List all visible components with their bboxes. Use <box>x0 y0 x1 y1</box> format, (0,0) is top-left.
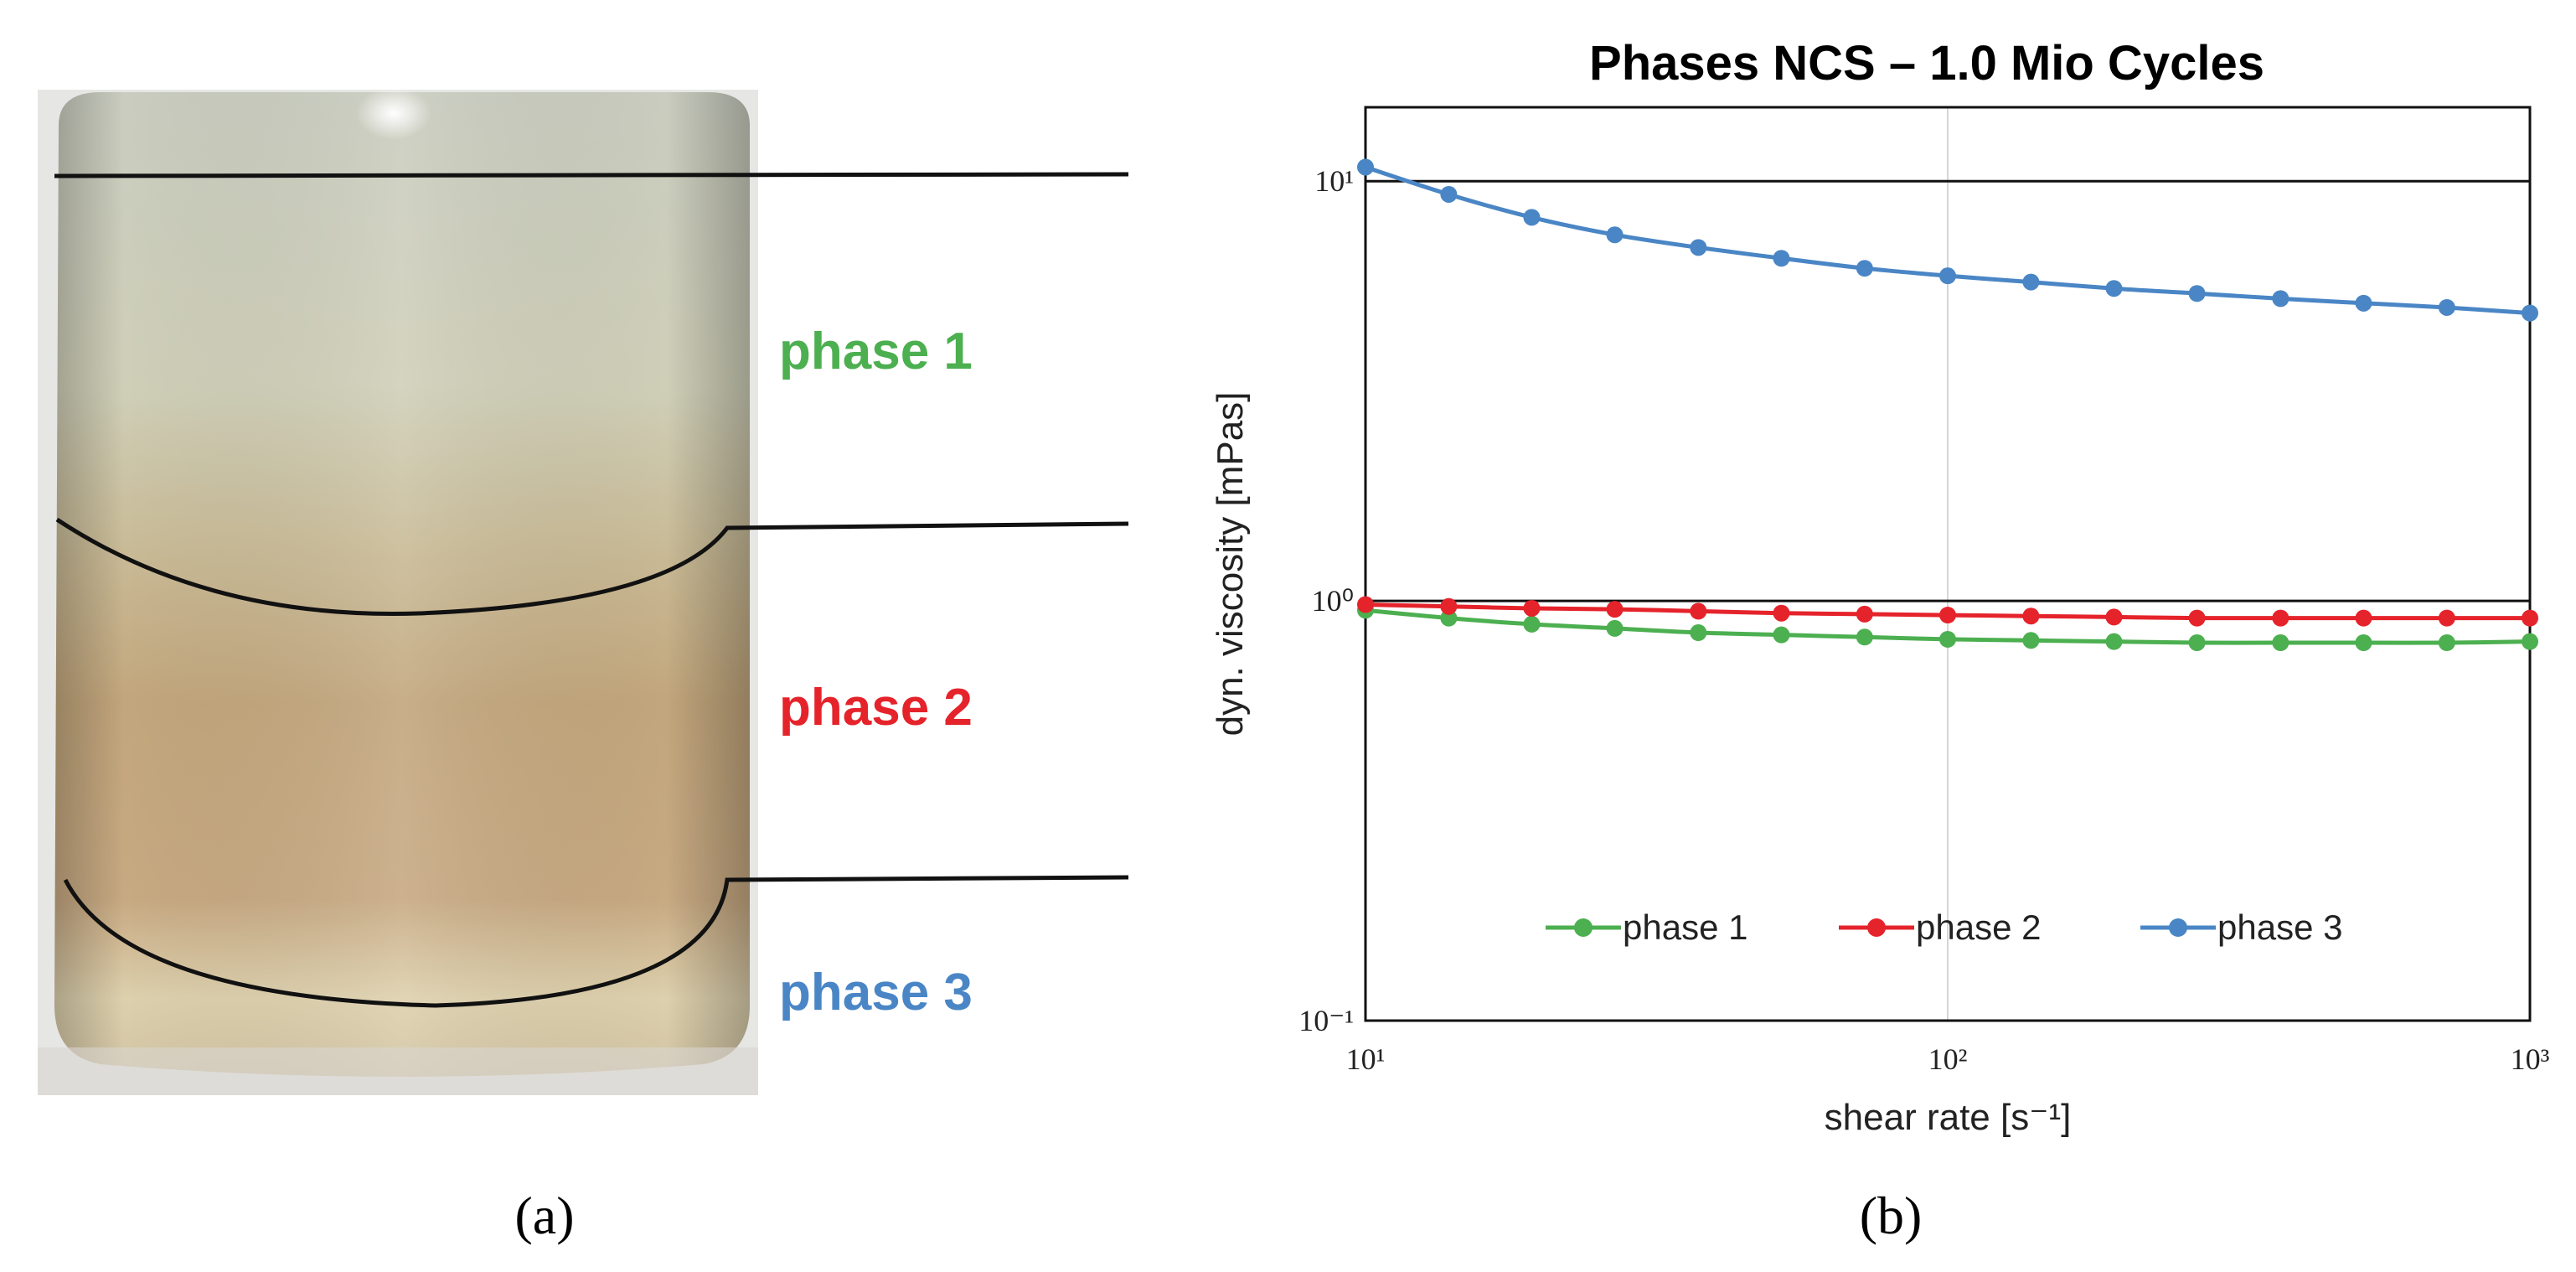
data-point-phase-2 <box>1523 599 1541 617</box>
data-point-phase-1 <box>1690 624 1707 642</box>
panel-b-caption: (b) <box>1860 1186 1923 1245</box>
phase-2-label: phase 2 <box>779 679 973 737</box>
data-point-phase-2 <box>1939 607 1956 624</box>
series-line-phase-3 <box>1365 165 2531 316</box>
data-point-phase-3 <box>1773 250 1790 267</box>
data-point-phase-3 <box>2272 290 2289 308</box>
data-point-phase-2 <box>2022 608 2040 625</box>
phase1-top-boundary <box>54 172 1129 178</box>
legend-item-phase-2: phase 2 <box>1839 907 2041 947</box>
data-point-phase-1 <box>2438 634 2455 652</box>
data-point-phase-3 <box>2522 304 2538 322</box>
data-point-phase-3 <box>1939 267 1956 285</box>
x-tick-label: 10³ <box>2511 1042 2550 1076</box>
plot-border <box>1364 106 2532 1022</box>
legend-label-phase-2: phase 2 <box>1916 907 2041 947</box>
y-tick-label: 10¹ <box>1314 164 1354 198</box>
panel-a-caption: (a) <box>514 1186 574 1245</box>
data-point-phase-1 <box>1440 609 1458 627</box>
data-point-phase-2 <box>1690 602 1707 620</box>
y-tick-label: 10⁻¹ <box>1298 1004 1354 1037</box>
grid-layer <box>1365 107 2530 1021</box>
data-point-phase-1 <box>2522 633 2538 650</box>
data-point-phase-2 <box>2438 609 2455 627</box>
data-point-phase-2 <box>1773 604 1790 622</box>
data-point-phase-1 <box>2022 632 2040 649</box>
data-point-phase-3 <box>1523 209 1541 226</box>
x-axis-title: shear rate [s⁻¹] <box>1825 1097 2072 1138</box>
legend: phase 1 phase 2 phase 3 <box>1546 907 2342 947</box>
y-axis-title: dyn. viscosity [mPas] <box>1210 392 1251 737</box>
phase2-phase3-boundary <box>63 875 1129 1008</box>
data-point-phase-1 <box>2105 633 2123 650</box>
data-point-phase-1 <box>2355 634 2372 652</box>
data-point-phase-2 <box>1856 605 1873 623</box>
legend-swatch-dot-phase-2 <box>1867 918 1886 937</box>
data-point-phase-3 <box>1606 226 1624 244</box>
data-point-phase-1 <box>1939 630 1956 648</box>
data-point-phase-1 <box>1773 626 1790 644</box>
chart-title: Phases NCS – 1.0 Mio Cycles <box>1589 36 2264 90</box>
tick-layer: 10¹ 10² 10³ 10⁻¹ 10⁰ 10¹ <box>1298 164 2549 1076</box>
data-point-phase-1 <box>1856 628 1873 646</box>
data-point-phase-2 <box>2272 609 2289 627</box>
data-point-phase-2 <box>2105 608 2123 626</box>
light-reflection <box>356 86 431 140</box>
legend-label-phase-1: phase 1 <box>1623 907 1747 947</box>
phase1-phase2-boundary <box>55 517 1129 616</box>
data-point-phase-2 <box>1606 601 1624 618</box>
phase-3-label: phase 3 <box>779 964 973 1021</box>
bottle-shading <box>54 92 750 1077</box>
data-point-phase-2 <box>2188 609 2206 627</box>
data-point-phase-3 <box>1690 239 1707 256</box>
photo-floor <box>38 1047 758 1095</box>
data-point-phase-1 <box>1523 615 1541 633</box>
x-tick-label: 10² <box>1928 1042 1968 1076</box>
data-point-phase-3 <box>2355 294 2372 312</box>
x-tick-label: 10¹ <box>1346 1042 1386 1076</box>
legend-swatch-dot-phase-1 <box>1574 918 1593 937</box>
data-point-phase-3 <box>2438 298 2455 316</box>
data-point-phase-3 <box>2105 280 2123 297</box>
chart-panel: Phases NCS – 1.0 Mio Cycles 10¹ 10² 10³ 10⁻… <box>1210 36 2550 1138</box>
data-point-phase-3 <box>1440 185 1458 203</box>
data-point-phase-2 <box>1357 596 1374 613</box>
data-point-phase-3 <box>1856 260 1873 277</box>
data-point-phase-2 <box>2522 609 2538 627</box>
series-layer <box>1357 158 2538 652</box>
data-point-phase-3 <box>2188 285 2206 302</box>
data-point-phase-1 <box>2188 634 2206 652</box>
legend-item-phase-3: phase 3 <box>2140 907 2342 947</box>
data-point-phase-3 <box>2022 273 2040 291</box>
data-point-phase-1 <box>1606 619 1624 637</box>
data-point-phase-3 <box>1357 158 1374 176</box>
legend-item-phase-1: phase 1 <box>1546 907 1747 947</box>
phase-1-label: phase 1 <box>779 323 973 380</box>
y-tick-label: 10⁰ <box>1312 584 1354 618</box>
data-point-phase-2 <box>1440 597 1458 615</box>
legend-swatch-dot-phase-3 <box>2169 918 2187 937</box>
photo-panel: phase 1 phase 2 phase 3 <box>38 86 1129 1095</box>
data-point-phase-1 <box>2272 634 2289 652</box>
legend-label-phase-3: phase 3 <box>2217 907 2342 947</box>
data-point-phase-2 <box>2355 609 2372 627</box>
